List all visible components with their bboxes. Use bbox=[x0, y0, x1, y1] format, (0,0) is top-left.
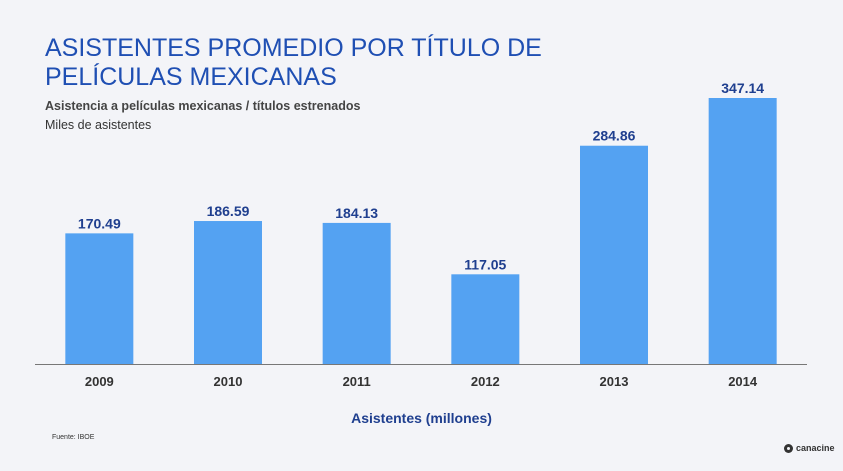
canacine-logo: canacine bbox=[784, 444, 835, 453]
value-label-2011: 184.13 bbox=[335, 205, 378, 221]
x-axis-label: Asistentes (millones) bbox=[351, 410, 492, 426]
x-tick-label-2009: 2009 bbox=[85, 374, 114, 389]
x-tick-label-2013: 2013 bbox=[600, 374, 629, 389]
value-label-2009: 170.49 bbox=[78, 215, 121, 231]
value-label-2013: 284.86 bbox=[593, 128, 636, 144]
bar-2011 bbox=[322, 222, 391, 364]
bar-2010 bbox=[194, 221, 262, 364]
bar-2009 bbox=[65, 233, 134, 364]
canacine-logo-icon bbox=[784, 444, 793, 453]
source-note: Fuente: IBOE bbox=[52, 434, 95, 441]
bar-2013 bbox=[580, 145, 648, 364]
x-tick-label-2012: 2012 bbox=[471, 374, 500, 389]
value-label-2012: 117.05 bbox=[464, 256, 506, 272]
x-tick-label-2014: 2014 bbox=[728, 374, 758, 389]
units-label: Miles de asistentes bbox=[45, 118, 152, 132]
bar-2014 bbox=[708, 98, 777, 364]
canacine-logo-text: canacine bbox=[796, 443, 835, 453]
x-tick-label-2011: 2011 bbox=[343, 374, 371, 389]
value-label-2014: 347.14 bbox=[721, 80, 764, 96]
chart-subtitle: Asistencia a películas mexicanas / títul… bbox=[45, 99, 361, 113]
bar-2012 bbox=[451, 274, 520, 364]
chart-title: ASISTENTES PROMEDIO POR TÍTULO DE PELÍCU… bbox=[45, 34, 542, 91]
x-tick-label-2010: 2010 bbox=[214, 374, 243, 389]
value-label-2010: 186.59 bbox=[207, 203, 250, 219]
